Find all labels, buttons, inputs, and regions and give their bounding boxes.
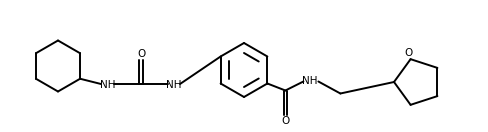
Text: O: O [281,116,289,126]
Text: NH: NH [100,80,115,90]
Text: O: O [405,48,413,58]
Text: O: O [137,49,145,59]
Text: NH: NH [166,80,181,90]
Text: NH: NH [302,77,317,86]
